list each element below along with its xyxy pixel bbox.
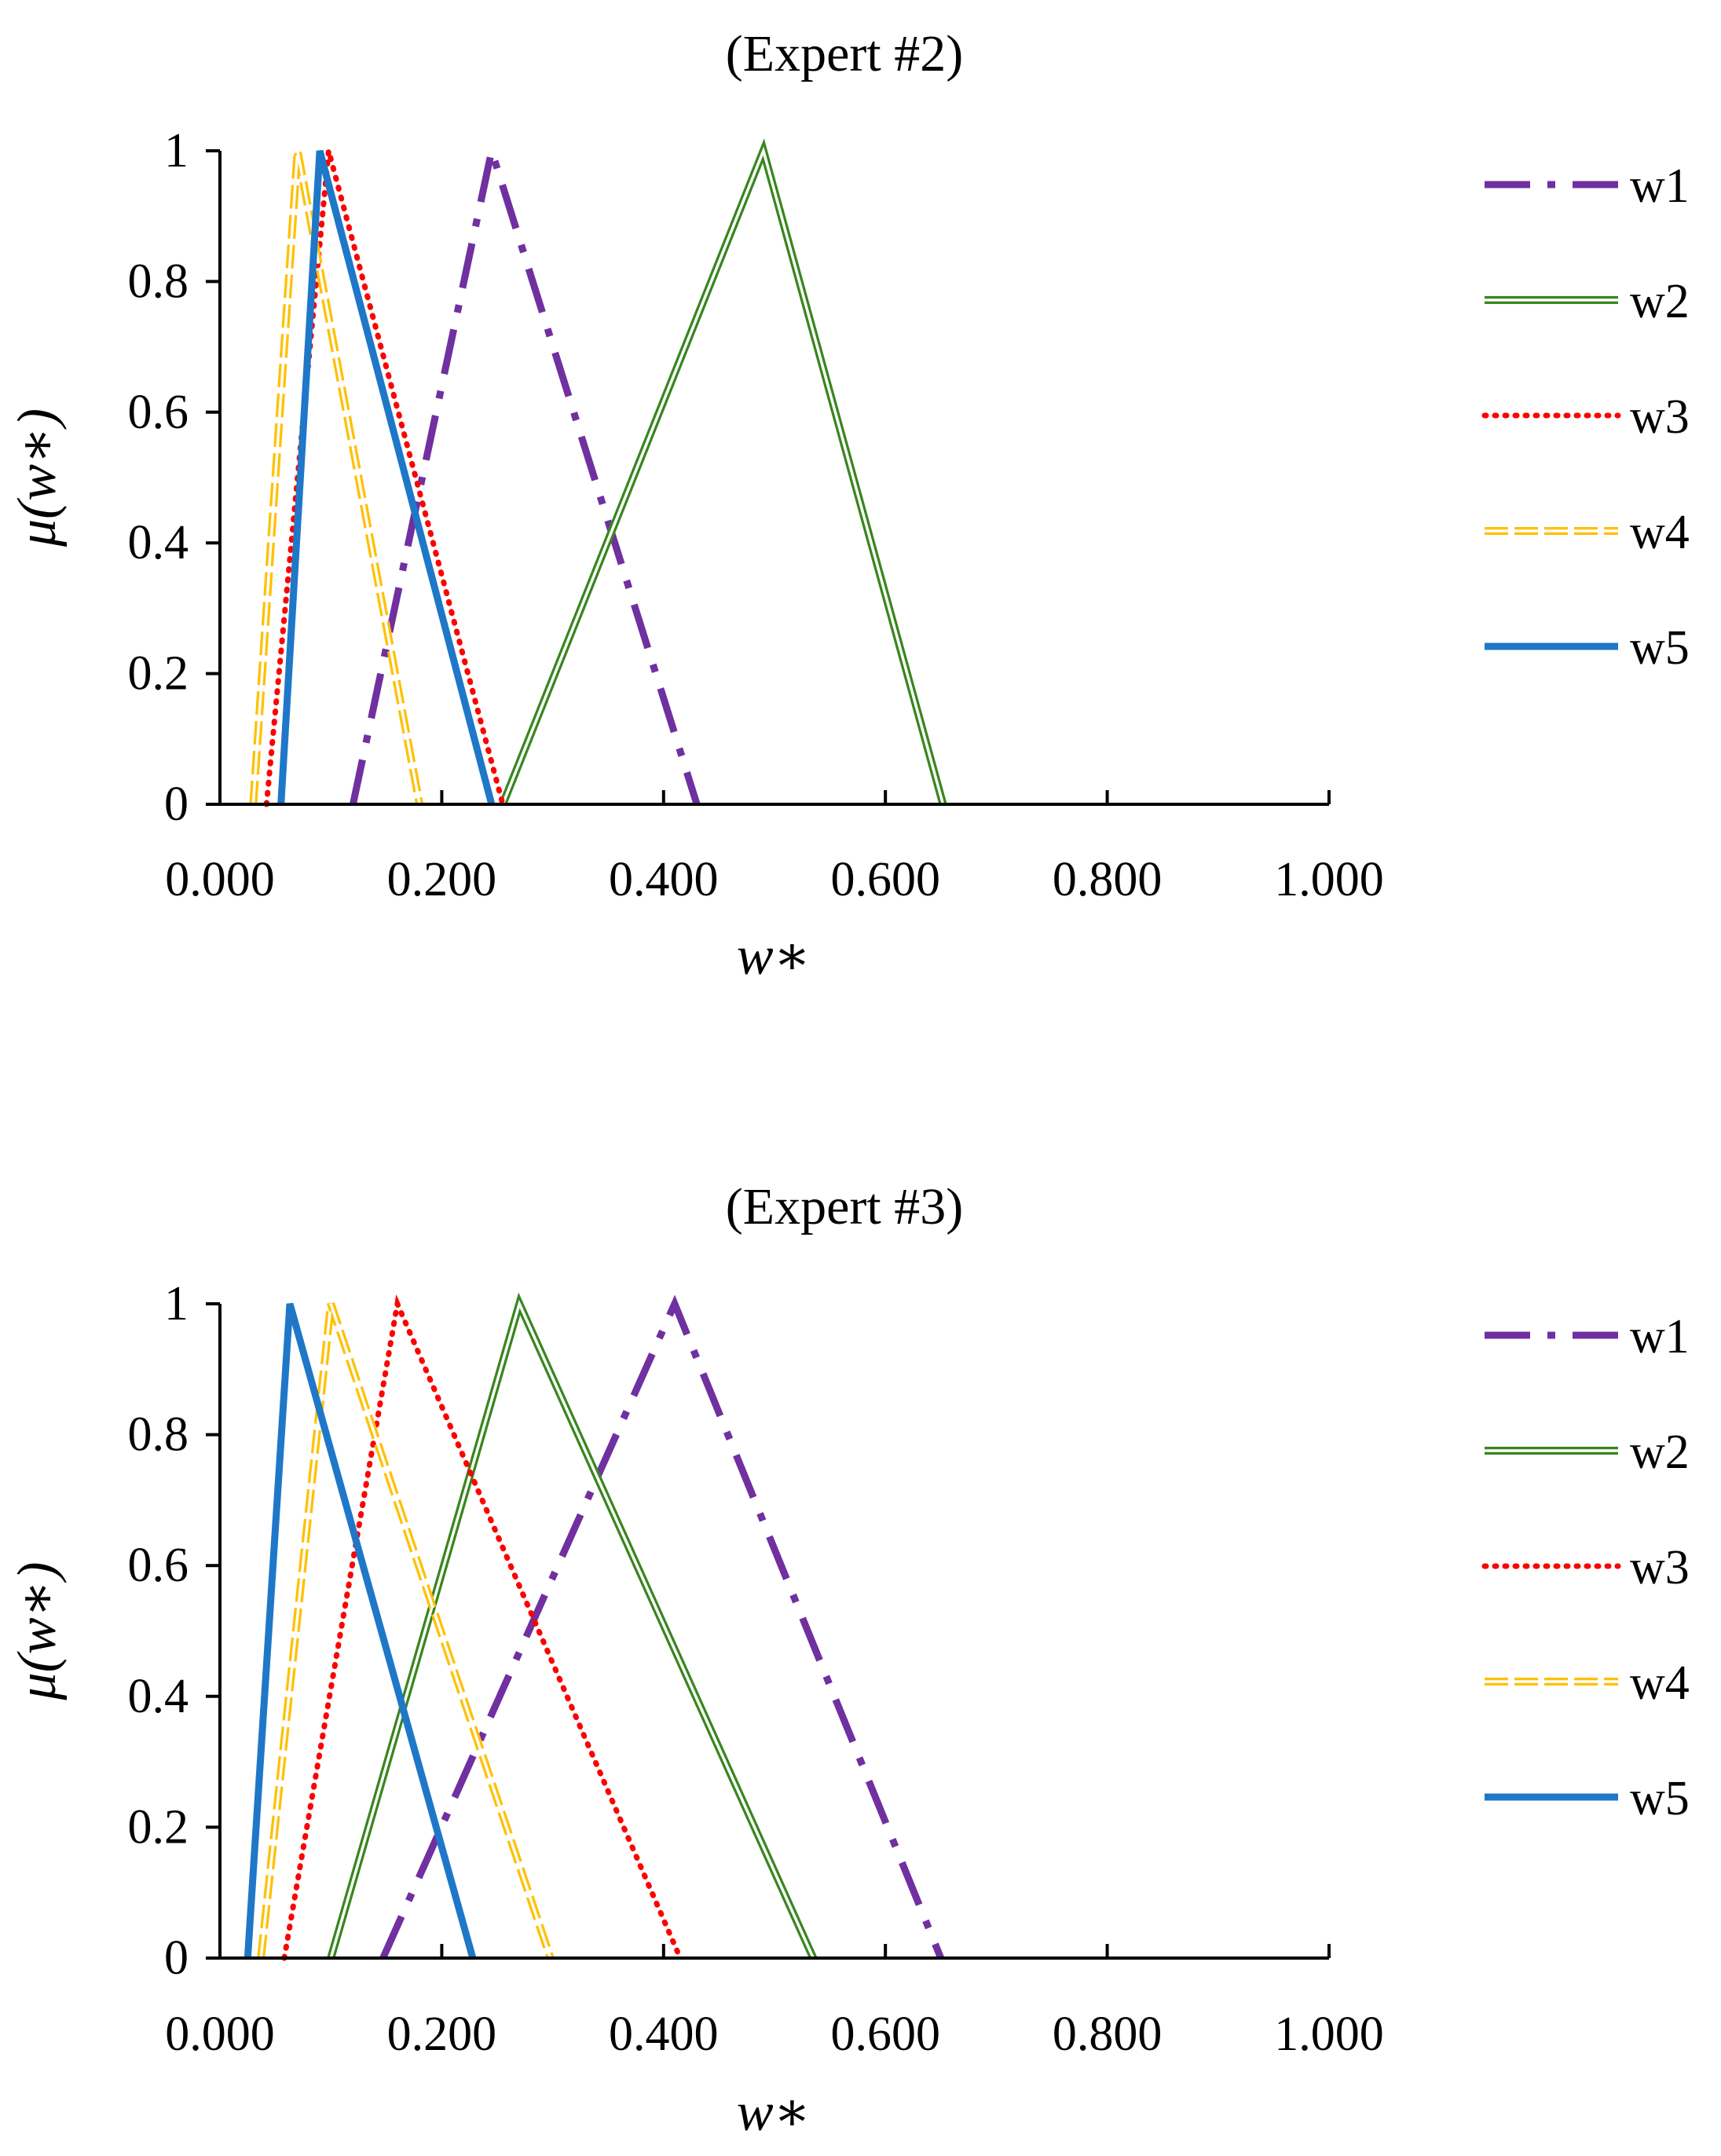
y-tick-label: 0.8 bbox=[128, 254, 189, 308]
x-tick-label: 1.000 bbox=[1274, 853, 1384, 906]
legend-label-w5: w5 bbox=[1630, 621, 1690, 675]
x-tick-label: 0.800 bbox=[1053, 2008, 1163, 2061]
legend-label-w2: w2 bbox=[1630, 275, 1690, 328]
series-line-w1 bbox=[379, 1294, 944, 1960]
y-axis-label: μ(w∗) bbox=[7, 1561, 68, 1700]
series-line-w4-inner bbox=[259, 1303, 552, 1959]
x-axis-label: w∗ bbox=[737, 2082, 811, 2143]
y-tick-label: 0.6 bbox=[128, 1539, 189, 1592]
series-line-w1 bbox=[349, 137, 701, 806]
y-tick-label: 0.4 bbox=[128, 1670, 189, 1723]
legend-label-w4: w4 bbox=[1630, 1656, 1690, 1710]
series-line-w5 bbox=[277, 149, 496, 806]
legend-label-w1: w1 bbox=[1630, 1310, 1690, 1364]
y-tick-label: 0.6 bbox=[128, 386, 189, 439]
legend: w1 w2 w3 w4 w5 bbox=[1481, 1310, 1690, 1825]
legend-label-w2: w2 bbox=[1630, 1426, 1690, 1479]
legend-label-w3: w3 bbox=[1630, 1541, 1690, 1594]
series-line-w3 bbox=[281, 1294, 683, 1961]
series-group bbox=[249, 137, 947, 807]
series-line-w3 bbox=[263, 150, 506, 807]
chart-title: (Expert #3) bbox=[726, 1178, 963, 1235]
x-tick-label: 0.200 bbox=[387, 853, 497, 906]
series-line-w4 bbox=[249, 150, 424, 805]
x-axis-label: w∗ bbox=[737, 926, 811, 986]
y-tick-label: 0.8 bbox=[128, 1408, 189, 1462]
y-tick-label: 1 bbox=[164, 1277, 189, 1331]
x-tick-label: 1.000 bbox=[1274, 2008, 1384, 2061]
y-tick-label: 0.2 bbox=[128, 647, 189, 701]
series-line-w2 bbox=[327, 1292, 817, 1960]
y-axis-label: μ(w∗) bbox=[7, 408, 68, 547]
x-tick-label: 0.800 bbox=[1053, 853, 1163, 906]
chart-panel-2: (Expert #3) 0 0.2 0.4 0.6 0.8 1 0.000 0.200 0.400… bbox=[7, 1178, 1690, 2143]
legend: w1 w2 w3 w4 w5 bbox=[1481, 159, 1690, 675]
series-line-w2-inner bbox=[501, 146, 945, 805]
legend-label-w3: w3 bbox=[1630, 390, 1690, 444]
legend-label-w1: w1 bbox=[1630, 159, 1690, 213]
x-tick-label: 0.400 bbox=[609, 853, 719, 906]
y-tick-label: 1 bbox=[164, 124, 189, 178]
chart-title: (Expert #2) bbox=[726, 25, 963, 82]
x-tick-label: 0.600 bbox=[830, 853, 940, 906]
x-tick-label: 0.400 bbox=[609, 2008, 719, 2061]
series-line-w2-inner bbox=[329, 1299, 815, 1959]
x-tick-label: 0.600 bbox=[830, 2008, 940, 2061]
x-tick-label: 0.200 bbox=[387, 2008, 497, 2061]
legend-label-w4: w4 bbox=[1630, 506, 1690, 559]
y-tick-label: 0 bbox=[164, 778, 189, 831]
y-tick-label: 0 bbox=[164, 1931, 189, 1985]
series-group bbox=[244, 1292, 944, 1961]
chart-panel-1: (Expert #2) 0 0.2 0.4 0.6 0.8 1 0.000 0.200 0.400… bbox=[7, 25, 1690, 986]
y-tick-label: 0.2 bbox=[128, 1800, 189, 1854]
series-line-w4-inner bbox=[251, 150, 421, 805]
x-tick-label: 0.000 bbox=[165, 2008, 275, 2061]
series-line-w4 bbox=[257, 1302, 555, 1960]
y-tick-label: 0.4 bbox=[128, 516, 189, 569]
legend-label-w5: w5 bbox=[1630, 1772, 1690, 1825]
series-line-w5 bbox=[244, 1302, 477, 1960]
x-tick-label: 0.000 bbox=[165, 853, 275, 906]
